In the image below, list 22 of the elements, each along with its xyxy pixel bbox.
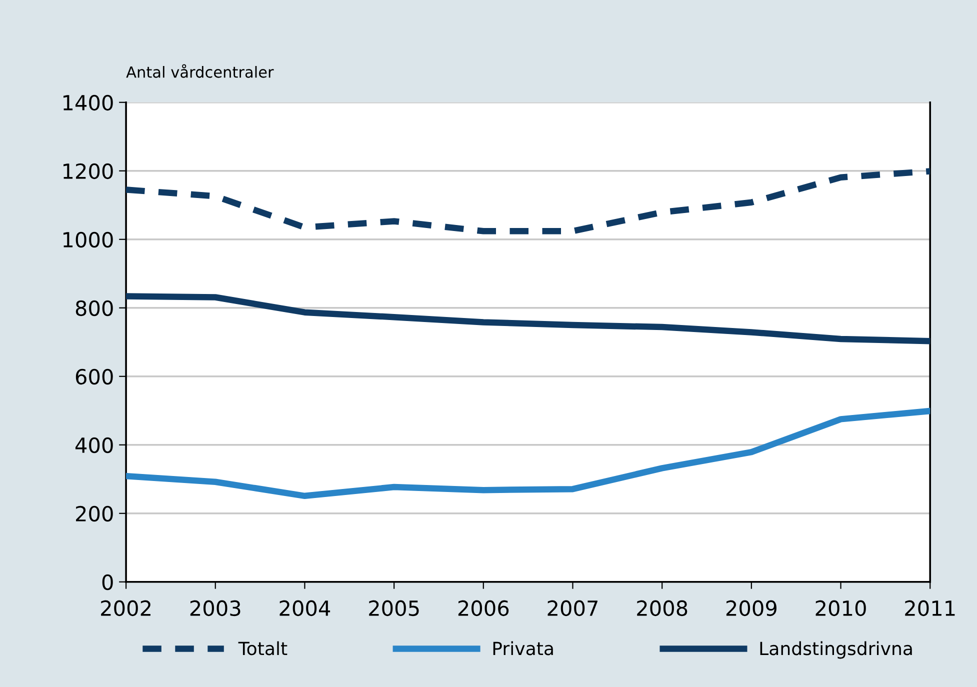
y-tick-label: 600 bbox=[76, 368, 113, 385]
x-tick-label: 2009 bbox=[726, 600, 776, 616]
y-axis-title: Antal vårdcentraler bbox=[126, 64, 274, 78]
legend-label: Totalt bbox=[238, 641, 288, 656]
x-tick-label: 2004 bbox=[280, 600, 330, 616]
x-tick-label: 2007 bbox=[548, 600, 598, 616]
x-tick-label: 2006 bbox=[458, 600, 509, 616]
legend-label: Privata bbox=[493, 641, 553, 656]
y-tick-label: 1200 bbox=[63, 163, 113, 180]
y-tick-label: 200 bbox=[76, 506, 113, 522]
x-tick-label: 2008 bbox=[637, 600, 688, 616]
y-tick-label: 400 bbox=[75, 437, 113, 454]
x-tick-label: 2005 bbox=[369, 600, 419, 616]
y-tick-label: 1400 bbox=[63, 94, 113, 111]
y-tick-label: 800 bbox=[76, 300, 113, 316]
x-tick-label: 2002 bbox=[101, 600, 150, 616]
x-tick-label: 2011 bbox=[905, 600, 955, 616]
x-tick-label: 2003 bbox=[190, 600, 240, 616]
legend-label: Landstingsdrivna bbox=[760, 641, 912, 659]
y-tick-label: 1000 bbox=[63, 232, 113, 248]
y-tick-label: 0 bbox=[102, 574, 113, 590]
x-tick-label: 2010 bbox=[816, 600, 866, 616]
